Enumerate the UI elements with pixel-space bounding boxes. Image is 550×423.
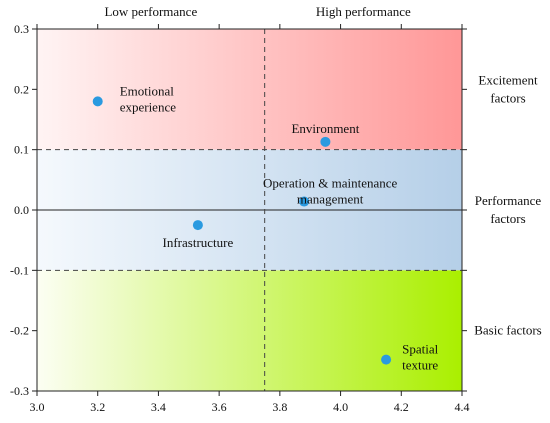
y-tick-label: -0.2 — [10, 324, 29, 338]
column-label-high: High performance — [316, 4, 411, 19]
region-label-basic: Basic factors — [474, 323, 542, 338]
point-label: Environment — [291, 121, 359, 136]
region-label-excitement: Excitement factors — [478, 72, 538, 105]
data-point — [299, 196, 310, 207]
x-tick-label: 3.0 — [30, 400, 45, 414]
band-basic — [37, 270, 462, 391]
data-point — [320, 136, 331, 147]
x-tick-label: 3.4 — [151, 400, 166, 414]
axes: 3.0 3.2 3.4 3.6 3.8 4.0 4.2 4.4 0.3 0.2 0.1 0.0 -0.1… — [10, 22, 470, 414]
point-label: Spatial texture — [402, 342, 438, 373]
x-tick-label: 3.8 — [272, 400, 287, 414]
point-label: Infrastructure — [163, 235, 234, 250]
point-label: Operation & maintenance management — [263, 176, 398, 207]
y-tick-label: 0.3 — [14, 22, 29, 36]
y-tick-label: -0.3 — [10, 384, 29, 398]
labels: Low performance High performance Excitemen… — [104, 4, 541, 338]
data-point — [381, 354, 392, 365]
x-tick-label: 4.2 — [394, 400, 409, 414]
data-point — [192, 220, 203, 231]
region-label-performance: Performance factors — [475, 193, 542, 226]
point-label: Emotional experience — [120, 83, 177, 114]
y-tick-label: 0.1 — [14, 143, 29, 157]
x-tick-label: 4.0 — [333, 400, 348, 414]
data-points: Emotional experience Environment Operation … — [92, 83, 439, 373]
data-point — [92, 96, 103, 107]
column-label-low: Low performance — [104, 4, 197, 19]
y-tick-label: 0.0 — [14, 203, 29, 217]
x-tick-label: 3.6 — [212, 400, 227, 414]
x-tick-label: 3.2 — [90, 400, 105, 414]
y-tick-label: -0.1 — [10, 263, 29, 277]
gridlines — [37, 29, 462, 391]
y-tick-label: 0.2 — [14, 82, 29, 96]
x-tick-label: 4.4 — [455, 400, 470, 414]
band-excitement — [37, 29, 462, 150]
